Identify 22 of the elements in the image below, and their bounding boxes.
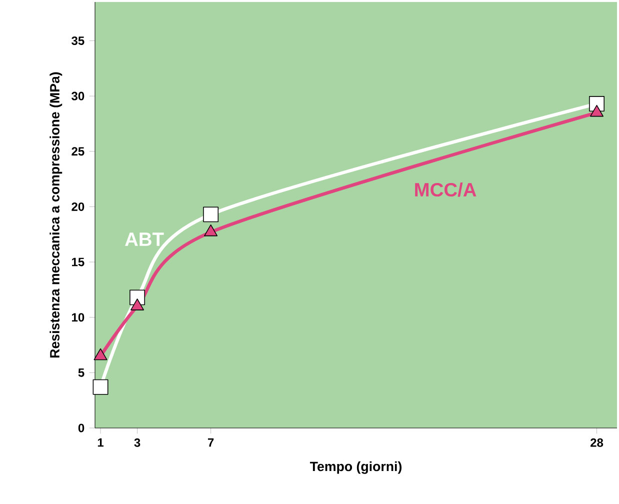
series-label: ABT (125, 232, 164, 246)
point (203, 206, 219, 222)
y-tick-label: 20 (72, 202, 84, 211)
y-tick-label: 0 (78, 424, 84, 432)
x-tick-label: 7 (208, 438, 214, 447)
y-axis-title: Resistenza meccanica a compressione (MPa) (50, 72, 62, 358)
y-tick-label: 25 (72, 147, 84, 156)
point (94, 348, 108, 360)
point (92, 379, 108, 395)
x-axis-title: Tempo (giorni) (310, 461, 402, 474)
series-label: MCC/A (415, 182, 476, 197)
y-tick-label: 30 (72, 92, 84, 100)
y-tick-label: 15 (72, 258, 84, 266)
y-tick-label: 5 (78, 368, 84, 377)
x-tick-label: 28 (590, 438, 604, 447)
y-tick-label: 10 (72, 313, 84, 322)
point (130, 298, 144, 310)
point (590, 104, 604, 117)
point (204, 224, 218, 236)
x-tick-label: 1 (98, 438, 104, 447)
x-tick-label: 3 (134, 438, 140, 447)
y-tick-label: 35 (72, 36, 84, 45)
